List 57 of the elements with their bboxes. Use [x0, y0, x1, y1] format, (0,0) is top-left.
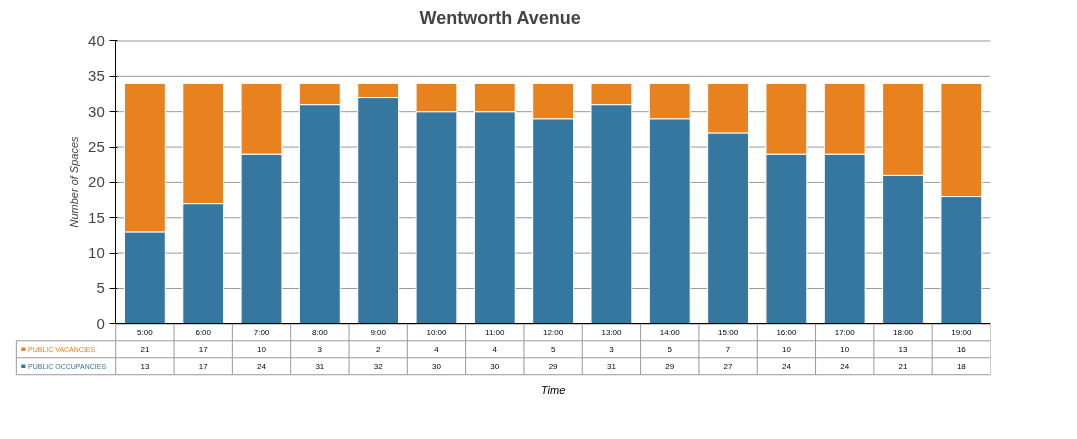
- x-tick-label: 13:00: [601, 327, 622, 337]
- y-tick-label: 25: [88, 138, 105, 156]
- data-label: 13: [898, 344, 909, 354]
- x-tick-label: 8:00: [312, 327, 329, 337]
- x-tick-label: 14:00: [659, 327, 681, 337]
- y-tick-label: 30: [88, 102, 105, 120]
- data-label: 3: [317, 344, 323, 354]
- data-label: 27: [723, 361, 734, 371]
- y-tick-label: 35: [88, 67, 105, 85]
- data-label: 32: [373, 361, 384, 371]
- x-tick-label: 9:00: [370, 327, 387, 337]
- chart-title: Wentworth Avenue: [419, 7, 581, 28]
- data-label: 30: [432, 361, 442, 371]
- x-tick-label: 12:00: [543, 327, 564, 337]
- data-label: 10: [257, 344, 267, 354]
- data-label: 31: [315, 361, 325, 371]
- data-label: 21: [898, 361, 909, 371]
- data-label: 30: [490, 361, 500, 371]
- x-tick-label: 6:00: [195, 327, 212, 337]
- data-label: 7: [725, 344, 731, 354]
- data-label: 18: [956, 361, 967, 371]
- data-label: 24: [840, 361, 850, 371]
- data-label: 17: [198, 344, 209, 354]
- x-axis-title: Time: [540, 384, 566, 397]
- data-label: 29: [548, 361, 559, 371]
- y-axis-title: Number of Spaces: [67, 135, 80, 228]
- x-tick-label: 19:00: [951, 327, 972, 337]
- data-label: 24: [781, 361, 792, 371]
- y-tick-label: 0: [96, 314, 105, 332]
- x-tick-label: 15:00: [718, 327, 739, 337]
- data-label: 21: [140, 344, 150, 354]
- y-tick-label: 20: [88, 173, 105, 191]
- data-label: 31: [606, 361, 617, 371]
- data-label: 5: [667, 344, 673, 354]
- data-label: 4: [492, 344, 498, 354]
- y-tick-label: 10: [88, 244, 105, 262]
- data-label: 5: [550, 344, 556, 354]
- x-tick-label: 10:00: [426, 327, 448, 337]
- data-label: 2: [375, 344, 381, 354]
- y-tick-label: 15: [88, 208, 105, 226]
- data-label: 29: [665, 361, 675, 371]
- y-tick-label: 40: [88, 31, 105, 49]
- x-tick-label: 16:00: [776, 327, 797, 337]
- data-label: 16: [956, 344, 967, 354]
- x-tick-label: 5:00: [137, 327, 154, 337]
- x-tick-label: 7:00: [253, 327, 270, 337]
- data-label: 13: [140, 361, 150, 371]
- data-label: 4: [434, 344, 440, 354]
- data-label: 10: [781, 344, 792, 354]
- data-label: 3: [609, 344, 615, 354]
- x-tick-label: 18:00: [893, 327, 914, 337]
- y-tick-label: 5: [96, 279, 105, 297]
- data-label: 24: [257, 361, 267, 371]
- x-tick-label: 11:00: [485, 327, 506, 337]
- x-tick-label: 17:00: [834, 327, 856, 337]
- data-label: 10: [840, 344, 850, 354]
- data-label: 17: [198, 361, 209, 371]
